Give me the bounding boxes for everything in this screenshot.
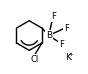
Text: +: +: [68, 52, 73, 57]
Text: F: F: [64, 24, 69, 33]
Text: B: B: [46, 31, 52, 40]
Text: F: F: [59, 40, 64, 49]
Text: Cl: Cl: [30, 55, 39, 64]
Text: K: K: [65, 53, 71, 62]
Text: F: F: [51, 12, 56, 21]
